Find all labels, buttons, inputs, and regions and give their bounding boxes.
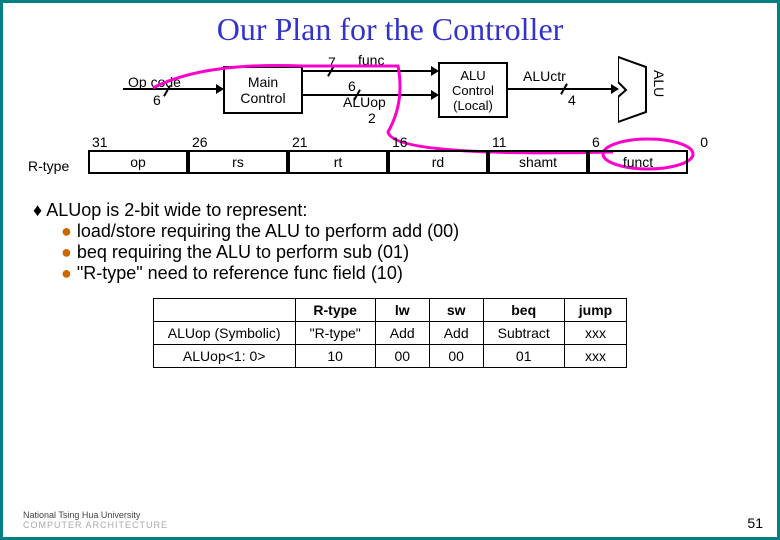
- func-arrow-line: [303, 70, 433, 72]
- bullet-item: "R-type" need to reference func field (1…: [61, 263, 747, 284]
- aluop-bus-width: 6: [348, 78, 356, 94]
- table-cell: 00: [375, 345, 429, 368]
- bit-label: 6: [588, 134, 688, 150]
- bit-label: 31: [88, 134, 188, 150]
- instruction-table: R-type 31 26 21 16 11 6 0 op rs rt rd sh…: [88, 134, 768, 174]
- aluctr-width: 4: [568, 92, 576, 108]
- aluop-width: 2: [368, 110, 376, 126]
- slide-title: Our Plan for the Controller: [3, 3, 777, 52]
- col-header: lw: [375, 299, 429, 322]
- bit-label: 0: [688, 134, 708, 150]
- table-cell: 00: [429, 345, 483, 368]
- arrow-line: [123, 88, 218, 90]
- bit-label: 11: [488, 134, 588, 150]
- bit-label: 26: [188, 134, 288, 150]
- aluop-table: R-type lw sw beq jump ALUop (Symbolic) "…: [153, 298, 627, 368]
- body-text: ♦ ALUop is 2-bit wide to represent: load…: [33, 200, 747, 284]
- alu-control-box: ALU Control (Local): [438, 62, 508, 118]
- aluctr-arrow-line: [508, 88, 613, 90]
- col-header: jump: [564, 299, 626, 322]
- table-cell: 10: [295, 345, 375, 368]
- field-cell: rt: [288, 150, 388, 174]
- field-row: op rs rt rd shamt funct: [88, 150, 768, 174]
- field-cell: op: [88, 150, 188, 174]
- col-header: R-type: [295, 299, 375, 322]
- func-label: func: [358, 52, 384, 68]
- main-control-box: Main Control: [223, 66, 303, 114]
- table-cell: "R-type": [295, 322, 375, 345]
- table-cell: xxx: [564, 322, 626, 345]
- aluop-label: ALUop: [343, 94, 386, 110]
- row-header: ALUop (Symbolic): [153, 322, 295, 345]
- bullet-item: load/store requiring the ALU to perform …: [61, 221, 747, 242]
- bit-label: 21: [288, 134, 388, 150]
- bullet-item: beq requiring the ALU to perform sub (01…: [61, 242, 747, 263]
- table-cell: 01: [483, 345, 564, 368]
- alu-label: ALU: [651, 70, 667, 97]
- footer-dept: COMPUTER ARCHITECTURE: [23, 521, 168, 531]
- opcode-width: 6: [153, 92, 161, 108]
- row-header: ALUop<1: 0>: [153, 345, 295, 368]
- col-header: sw: [429, 299, 483, 322]
- table-cell: Add: [429, 322, 483, 345]
- field-cell: rd: [388, 150, 488, 174]
- table-cell: Subtract: [483, 322, 564, 345]
- controller-diagram: Op code 6 Main Control func 7 6 ALUop 2 …: [3, 52, 777, 182]
- bit-row: 31 26 21 16 11 6 0: [88, 134, 768, 150]
- footer: National Tsing Hua University COMPUTER A…: [23, 511, 168, 531]
- rtype-label: R-type: [28, 158, 69, 174]
- bit-label: 16: [388, 134, 488, 150]
- col-header: beq: [483, 299, 564, 322]
- aluctr-label: ALUctr: [523, 68, 566, 84]
- table-cell: Add: [375, 322, 429, 345]
- table-cell: xxx: [564, 345, 626, 368]
- headline: ALUop is 2-bit wide to represent:: [46, 200, 307, 220]
- field-cell: funct: [588, 150, 688, 174]
- page-number: 51: [747, 515, 763, 531]
- field-cell: rs: [188, 150, 288, 174]
- field-cell: shamt: [488, 150, 588, 174]
